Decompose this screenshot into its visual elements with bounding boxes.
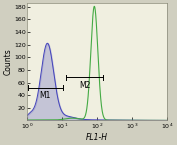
Y-axis label: Counts: Counts	[4, 49, 12, 75]
Text: M2: M2	[79, 81, 91, 90]
X-axis label: FL1-H: FL1-H	[86, 133, 108, 142]
Text: M1: M1	[39, 91, 51, 100]
